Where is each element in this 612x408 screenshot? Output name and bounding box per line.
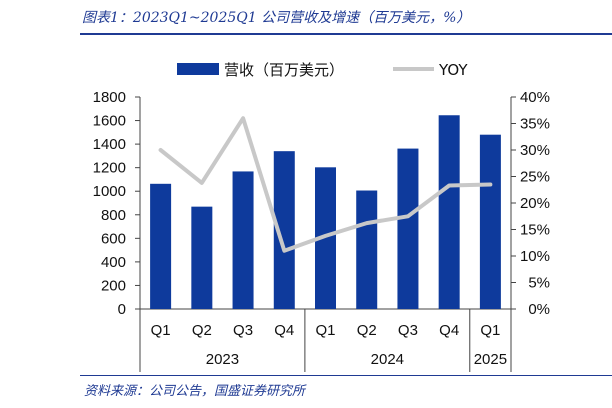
y-tick-label-right: 40% [520,89,550,106]
y-tick-label-right: 10% [520,248,550,265]
y-tick-label-left: 0 [118,301,126,318]
chart-title: 图表1：2023Q1~2025Q1 公司营收及增速（百万美元，%） [82,10,471,26]
y-tick-label-left: 1600 [93,113,126,130]
bar [356,190,378,309]
x-category-label: Q4 [274,322,294,339]
x-category-label: Q1 [151,322,171,339]
y-tick-label-left: 800 [101,207,126,224]
y-tick-label-left: 1000 [93,183,126,200]
x-axis-labels: Q1 Q2 Q3 Q4 Q1 Q2 Q3 Q4 Q1 2023 2024 2025 [151,322,507,368]
y-tick-label-left: 400 [101,254,126,271]
x-group-label: 2023 [206,351,239,368]
source-rule [80,375,612,376]
y-tick-label-left: 1200 [93,160,126,177]
bar [273,151,295,309]
yoy-series-line [158,116,493,253]
x-category-label: Q1 [315,322,335,339]
source-note: 资料来源：公司公告，国盛证券研究所 [84,384,306,399]
x-category-label: Q3 [233,322,253,339]
bars [150,115,501,309]
bar [438,115,460,309]
bar [150,183,172,309]
yoy-line [158,116,493,253]
bar [232,171,254,309]
y-tick-label-right: 5% [528,275,550,292]
title-rule [80,33,612,35]
bar [479,134,501,309]
x-category-label: Q2 [192,322,212,339]
y-tick-label-left: 200 [101,277,126,294]
bar [191,206,213,309]
y-tick-label-left: 1800 [93,89,126,106]
legend-bar-swatch [177,63,219,75]
legend-bar-label: 营收（百万美元） [224,61,344,79]
x-category-label: Q1 [480,322,500,339]
x-group-label: 2024 [371,351,404,368]
y-tick-label-right: 25% [520,169,550,186]
y-tick-label-right: 15% [520,222,550,239]
x-category-label: Q2 [357,322,377,339]
y-tick-label-right: 20% [520,195,550,212]
y-tick-label-right: 0% [528,301,550,318]
x-group-label: 2025 [474,351,507,368]
x-category-label: Q4 [439,322,459,339]
y-tick-label-right: 35% [520,116,550,133]
y-tick-label-left: 1400 [93,136,126,153]
legend: 营收（百万美元） YOY [177,61,468,79]
x-category-label: Q3 [398,322,418,339]
bar [397,148,419,309]
legend-line-label: YOY [438,61,468,79]
y-tick-label-right: 30% [520,142,550,159]
bar [315,167,336,309]
y-tick-label-left: 600 [101,230,126,247]
